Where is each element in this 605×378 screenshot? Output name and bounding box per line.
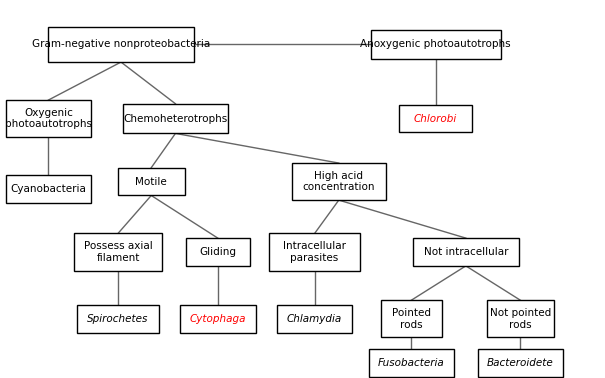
FancyBboxPatch shape [6,175,91,203]
FancyBboxPatch shape [269,234,360,271]
Text: Not pointed
rods: Not pointed rods [489,308,551,330]
Text: Possess axial
filament: Possess axial filament [83,241,152,263]
FancyBboxPatch shape [478,349,563,377]
Text: Cytophaga: Cytophaga [189,314,246,324]
Text: Chlorobi: Chlorobi [414,113,457,124]
Text: Pointed
rods: Pointed rods [392,308,431,330]
FancyBboxPatch shape [277,305,352,333]
Text: Gram-negative nonproteobacteria: Gram-negative nonproteobacteria [32,39,210,50]
FancyBboxPatch shape [122,104,228,133]
Text: Cyanobacteria: Cyanobacteria [10,184,87,194]
Text: Not intracellular: Not intracellular [424,247,508,257]
FancyBboxPatch shape [77,305,159,333]
FancyBboxPatch shape [48,27,194,62]
Text: Fusobacteria: Fusobacteria [378,358,445,368]
Text: Spirochetes: Spirochetes [87,314,149,324]
Text: Chlamydia: Chlamydia [287,314,342,324]
Text: High acid
concentration: High acid concentration [302,171,375,192]
FancyBboxPatch shape [74,234,162,271]
Text: Intracellular
parasites: Intracellular parasites [283,241,346,263]
FancyBboxPatch shape [399,105,472,132]
Text: Chemoheterotrophs: Chemoheterotrophs [123,113,227,124]
Text: Anoxygenic photoautotrophs: Anoxygenic photoautotrophs [361,39,511,50]
Text: Motile: Motile [136,177,167,187]
FancyBboxPatch shape [413,238,518,266]
FancyBboxPatch shape [369,349,454,377]
FancyBboxPatch shape [186,238,249,266]
Text: Gliding: Gliding [199,247,237,257]
FancyBboxPatch shape [292,163,386,200]
Text: Bacteroidete: Bacteroidete [487,358,554,368]
FancyBboxPatch shape [487,300,554,337]
FancyBboxPatch shape [370,29,500,59]
FancyBboxPatch shape [180,305,255,333]
FancyBboxPatch shape [381,300,442,337]
Text: Oxygenic
photoautotrophs: Oxygenic photoautotrophs [5,108,92,129]
FancyBboxPatch shape [118,168,185,195]
FancyBboxPatch shape [6,100,91,137]
